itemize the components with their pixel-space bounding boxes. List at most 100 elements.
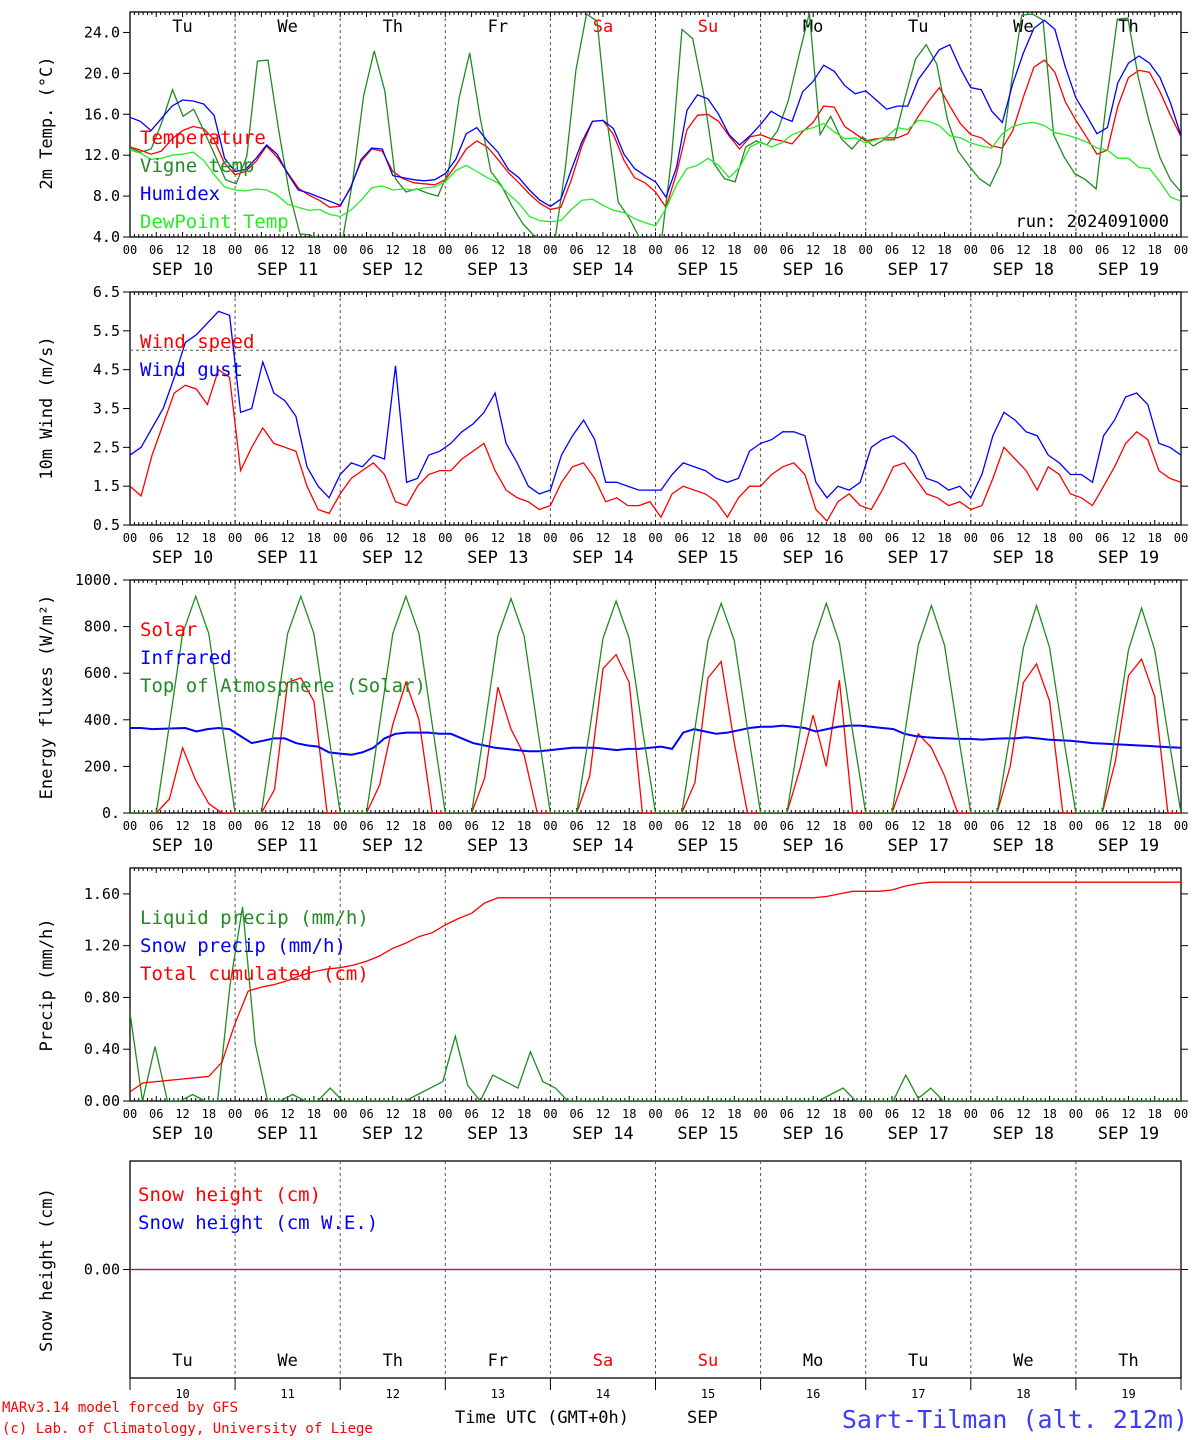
hour-label: 00 — [228, 531, 242, 545]
meteogram-panels: 00 06 12 18 00 06 12 18 00 06 12 18 00 06 12 18 00 06 12 18… — [37, 11, 1188, 1401]
hour-label: 00 — [858, 531, 872, 545]
y-axis-label: 2m Temp. (°C) — [37, 56, 57, 189]
panel-3: 00 06 12 18 00 06 12 18 00 06 12 18 00 06 12 18 00 06 12 18… — [37, 571, 1188, 856]
legend-entry: Wind speed — [140, 331, 254, 353]
hour-label: 00 — [964, 1107, 978, 1121]
series-line — [130, 724, 1181, 756]
hour-label: 00 — [228, 819, 242, 833]
y-tick-label: 0.00 — [84, 1261, 120, 1279]
y-tick-label: 200. — [84, 757, 120, 775]
y-axis-label: Energy fluxes (W/m²) — [37, 595, 57, 800]
date-label: SEP 12 — [362, 260, 423, 280]
hour-label: 12 — [1121, 1107, 1135, 1121]
model-credit: MARv3.14 model forced by GFS — [2, 1400, 238, 1416]
hour-label: 12 — [911, 243, 925, 257]
hour-label: 06 — [675, 819, 689, 833]
hour-label: 00 — [438, 819, 452, 833]
hour-label: 18 — [937, 243, 951, 257]
y-tick-label: 0.80 — [84, 988, 120, 1006]
hour-label: 06 — [359, 819, 373, 833]
date-label: SEP 10 — [152, 1124, 213, 1144]
hour-label: 18 — [1147, 243, 1161, 257]
hour-label: 00 — [753, 819, 767, 833]
y-tick-label: 1.20 — [84, 937, 120, 955]
date-label: SEP 13 — [467, 548, 528, 568]
date-label: SEP 15 — [677, 1124, 738, 1144]
day-number-label: 14 — [596, 1387, 610, 1401]
hour-label: 06 — [675, 1107, 689, 1121]
date-label: SEP 10 — [152, 548, 213, 568]
run-annotation: run: 2024091000 — [1015, 212, 1169, 232]
hour-label: 00 — [648, 531, 662, 545]
date-label: SEP 14 — [572, 836, 633, 856]
weekday-label: Th — [383, 17, 403, 37]
panel-1: 00 06 12 18 00 06 12 18 00 06 12 18 00 06 12 18 00 06 12 18… — [37, 11, 1188, 280]
hour-label: 18 — [727, 1107, 741, 1121]
day-number-label: 11 — [280, 1387, 294, 1401]
date-label: SEP 15 — [677, 548, 738, 568]
y-tick-label: 6.5 — [93, 283, 120, 301]
date-label: SEP 11 — [257, 260, 318, 280]
date-label: SEP 13 — [467, 260, 528, 280]
legend-entry: Total cumulated (cm) — [140, 963, 369, 985]
hour-label: 12 — [491, 819, 505, 833]
legend-entry: Vigne temp — [140, 155, 254, 177]
weekday-label: Mo — [803, 17, 823, 37]
hour-label: 18 — [517, 243, 531, 257]
hour-label: 00 — [333, 819, 347, 833]
hour-label: 06 — [885, 1107, 899, 1121]
hour-label: 12 — [1016, 531, 1030, 545]
date-label: SEP 15 — [677, 260, 738, 280]
day-number-label: 13 — [491, 1387, 505, 1401]
hour-label: 18 — [832, 531, 846, 545]
weekday-label: Tu — [172, 17, 192, 37]
hour-label: 00 — [753, 1107, 767, 1121]
date-label: SEP 16 — [782, 548, 843, 568]
hour-label: 12 — [806, 1107, 820, 1121]
hour-label: 18 — [937, 531, 951, 545]
weekday-label: Mo — [803, 1351, 823, 1371]
date-label: SEP 16 — [782, 1124, 843, 1144]
panel-5: Tu 10 We 11 Th 12 Fr 13 Sa 14 Su 15 Mo 16 Tu 17 We 18 Th 19… — [37, 1160, 1188, 1401]
date-label: SEP 13 — [467, 836, 528, 856]
legend-entry: Humidex — [140, 183, 220, 205]
hour-label: 00 — [753, 243, 767, 257]
hour-label: 06 — [780, 531, 794, 545]
hour-label: 18 — [307, 531, 321, 545]
hour-label: 00 — [1174, 531, 1188, 545]
y-tick-label: 20.0 — [84, 64, 120, 82]
weekday-label: We — [277, 1351, 297, 1371]
hour-label: 18 — [307, 1107, 321, 1121]
date-label: SEP 12 — [362, 1124, 423, 1144]
hour-label: 00 — [543, 819, 557, 833]
y-tick-label: 4.5 — [93, 361, 120, 379]
site-label: Sart-Tilman (alt. 212m) — [842, 1405, 1188, 1434]
hour-label: 12 — [491, 531, 505, 545]
hour-label: 06 — [990, 531, 1004, 545]
hour-label: 12 — [911, 1107, 925, 1121]
date-label: SEP 13 — [467, 1124, 528, 1144]
y-tick-label: 1000. — [75, 571, 120, 589]
date-label: SEP 17 — [888, 260, 949, 280]
hour-label: 06 — [1095, 1107, 1109, 1121]
day-number-label: 19 — [1121, 1387, 1135, 1401]
hour-label: 18 — [622, 1107, 636, 1121]
weekday-label: Th — [1118, 1351, 1138, 1371]
hour-label: 12 — [175, 243, 189, 257]
y-tick-label: 5.5 — [93, 322, 120, 340]
hour-label: 18 — [412, 1107, 426, 1121]
hour-label: 18 — [1147, 819, 1161, 833]
day-number-label: 15 — [701, 1387, 715, 1401]
hour-label: 06 — [569, 1107, 583, 1121]
hour-label: 00 — [964, 819, 978, 833]
hour-label: 18 — [412, 243, 426, 257]
lab-credit: (c) Lab. of Climatology, University of L… — [2, 1421, 373, 1437]
hour-label: 18 — [937, 1107, 951, 1121]
hour-label: 12 — [386, 531, 400, 545]
hour-label: 18 — [202, 531, 216, 545]
y-tick-label: 0.00 — [84, 1092, 120, 1110]
hour-label: 00 — [438, 531, 452, 545]
hour-label: 06 — [569, 243, 583, 257]
hour-label: 00 — [123, 819, 137, 833]
hour-label: 00 — [753, 531, 767, 545]
